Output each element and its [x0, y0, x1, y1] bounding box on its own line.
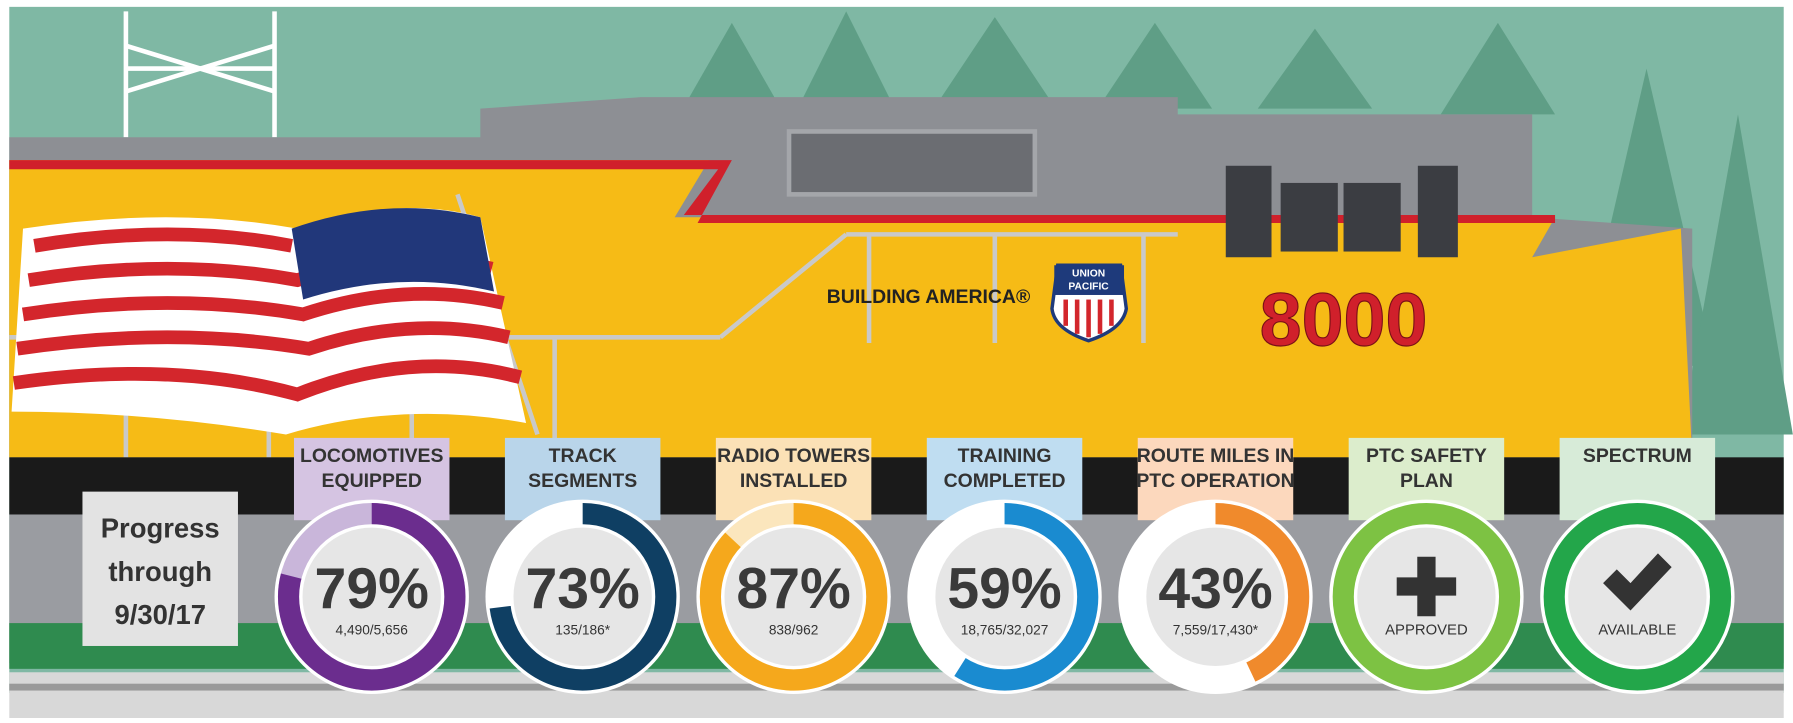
header-text: PLAN [1400, 470, 1453, 492]
gauge-detail: 18,765/32,027 [961, 623, 1049, 638]
gauge-percent: 73% [525, 557, 639, 621]
header-text: SEGMENTS [528, 470, 637, 492]
progress-text: 9/30/17 [114, 599, 206, 630]
header-text: INSTALLED [740, 470, 848, 492]
header-text: PTC SAFETY [1366, 445, 1487, 467]
roof-vent [789, 131, 1035, 194]
gauge-percent: 79% [315, 557, 429, 621]
header-text: TRAINING [958, 445, 1052, 467]
gauge-status: AVAILABLE [1598, 623, 1676, 639]
header-text: LOCOMOTIVES [300, 445, 444, 467]
progress-text: Progress [101, 512, 220, 543]
header-text: COMPLETED [944, 470, 1066, 492]
gauge-detail: 838/962 [769, 623, 819, 638]
gauge-percent: 59% [947, 557, 1061, 621]
gauge-percent: 43% [1158, 557, 1272, 621]
loco-number: 8000 [1260, 277, 1428, 361]
gauge-detail: 4,490/5,656 [336, 623, 409, 638]
logo-text: UNION [1072, 269, 1105, 280]
page: {"locomotive":{"slogan":"BUILDING AMERIC… [0, 0, 1793, 718]
rail [9, 684, 1783, 691]
logo-text: PACIFIC [1068, 281, 1109, 292]
header-text: EQUIPPED [322, 470, 422, 492]
gauge-detail: 135/186* [555, 623, 611, 638]
header-text: RADIO TOWERS [717, 445, 870, 467]
progress-text: through [108, 556, 212, 587]
header-text: PTC OPERATION [1136, 470, 1294, 492]
track [9, 672, 1783, 718]
frame-deck [9, 457, 1783, 514]
slogan: BUILDING AMERICA® [827, 286, 1031, 308]
gauge-percent: 87% [736, 557, 850, 621]
gauge-detail: 7,559/17,430* [1173, 623, 1259, 638]
flag [12, 208, 526, 434]
infographic: BUILDING AMERICA® UNION PACIFIC 8000 LOC… [0, 0, 1793, 718]
header-text: SPECTRUM [1583, 445, 1692, 467]
gauge-status: APPROVED [1385, 623, 1468, 639]
header-text: ROUTE MILES IN [1137, 445, 1295, 467]
header-text: TRACK [549, 445, 617, 467]
